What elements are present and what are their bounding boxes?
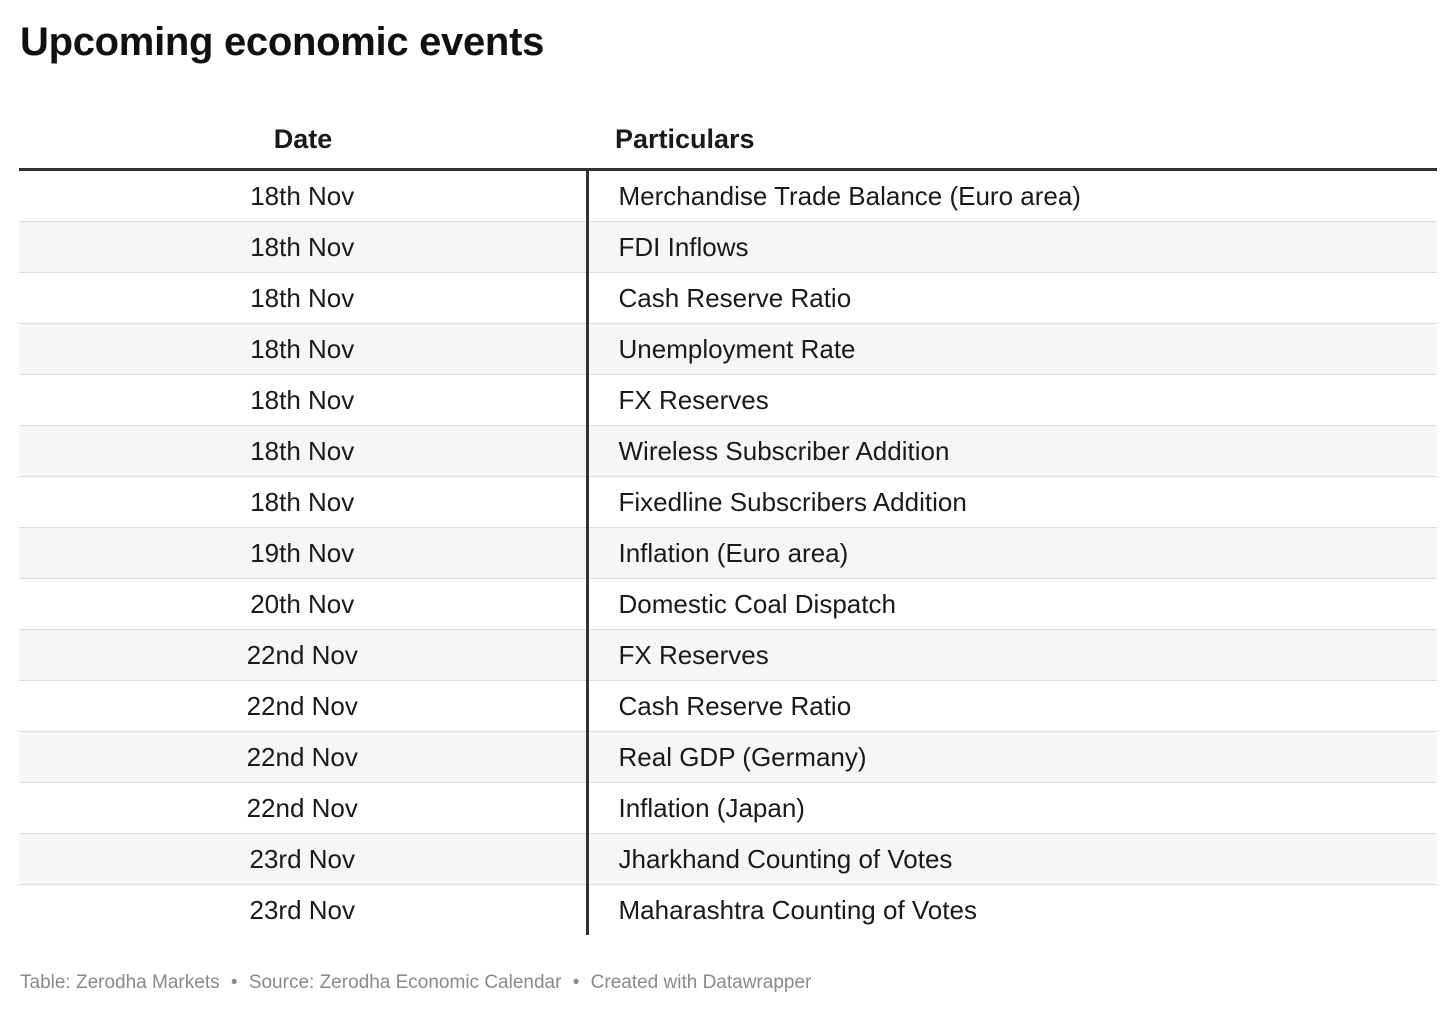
footer-separator: • [572, 972, 580, 993]
table-row: 18th Nov Fixedline Subscribers Addition [19, 476, 1437, 528]
row-particulars: Fixedline Subscribers Addition [587, 476, 1437, 528]
row-particulars: Jharkhand Counting of Votes [587, 833, 1437, 885]
table-row: 23rd Nov Maharashtra Counting of Votes [19, 884, 1437, 935]
footer-table-credit: Table: Zerodha Markets [20, 972, 220, 993]
events-table: Date Particulars 18th Nov Merchandise Tra… [19, 110, 1437, 935]
row-particulars: FX Reserves [587, 374, 1437, 426]
table-row: 19th Nov Inflation (Euro area) [19, 527, 1437, 579]
row-date: 19th Nov [19, 527, 589, 579]
row-particulars: Merchandise Trade Balance (Euro area) [587, 169, 1437, 222]
table-row: 18th Nov Cash Reserve Ratio [19, 272, 1437, 324]
row-particulars: Cash Reserve Ratio [587, 680, 1437, 732]
header-date: Date [19, 110, 587, 171]
table-row: 22nd Nov Real GDP (Germany) [19, 731, 1437, 783]
footer-separator: • [230, 972, 238, 993]
row-date: 23rd Nov [19, 884, 589, 935]
row-date: 22nd Nov [19, 782, 589, 834]
row-particulars: Real GDP (Germany) [587, 731, 1437, 783]
chart-title: Upcoming economic events [20, 20, 545, 64]
table-header: Date Particulars [19, 110, 1437, 171]
row-date: 18th Nov [19, 169, 589, 222]
row-particulars: Domestic Coal Dispatch [587, 578, 1437, 630]
table-row: 18th Nov Unemployment Rate [19, 323, 1437, 375]
events-table-container: Date Particulars 18th Nov Merchandise Tra… [19, 110, 1437, 935]
footer-credits: Table: Zerodha Markets • Source: Zerodha… [20, 972, 811, 994]
row-date: 22nd Nov [19, 629, 589, 681]
row-particulars: Inflation (Euro area) [587, 527, 1437, 579]
row-date: 18th Nov [19, 272, 589, 324]
row-date: 23rd Nov [19, 833, 589, 885]
row-particulars: Maharashtra Counting of Votes [618, 894, 977, 925]
table-row: 22nd Nov Cash Reserve Ratio [19, 680, 1437, 732]
footer-source: Source: Zerodha Economic Calendar [248, 972, 562, 993]
row-date: 20th Nov [19, 578, 589, 630]
row-particulars: FX Reserves [587, 629, 1437, 681]
footer-created-with: Created with Datawrapper [590, 972, 812, 993]
table-row: 18th Nov Merchandise Trade Balance (Euro … [19, 169, 1437, 222]
row-particulars: Inflation (Japan) [587, 782, 1437, 834]
table-body: 18th Nov Merchandise Trade Balance (Euro … [19, 169, 1437, 935]
row-particulars: FDI Inflows [587, 221, 1437, 273]
row-date: 18th Nov [19, 374, 589, 426]
row-particulars: Wireless Subscriber Addition [587, 425, 1437, 477]
row-date: 18th Nov [19, 476, 589, 528]
row-particulars: Unemployment Rate [587, 323, 1437, 375]
row-date: 18th Nov [19, 425, 589, 477]
header-particulars: Particulars [587, 110, 1437, 171]
table-row: 18th Nov FDI Inflows [19, 221, 1437, 273]
row-date: 22nd Nov [19, 680, 589, 732]
row-particulars: Cash Reserve Ratio [587, 272, 1437, 324]
row-date: 18th Nov [19, 221, 589, 273]
table-row: 22nd Nov Inflation (Japan) [19, 782, 1437, 834]
table-row: 18th Nov Wireless Subscriber Addition [19, 425, 1437, 477]
row-date: 18th Nov [19, 323, 589, 375]
table-row: 22nd Nov FX Reserves [19, 629, 1437, 681]
header-row: Date Particulars [19, 110, 1437, 171]
table-row: 20th Nov Domestic Coal Dispatch [19, 578, 1437, 630]
table-row: 23rd Nov Jharkhand Counting of Votes [19, 833, 1437, 885]
row-date: 22nd Nov [19, 731, 589, 783]
table-row: 18th Nov FX Reserves [19, 374, 1437, 426]
